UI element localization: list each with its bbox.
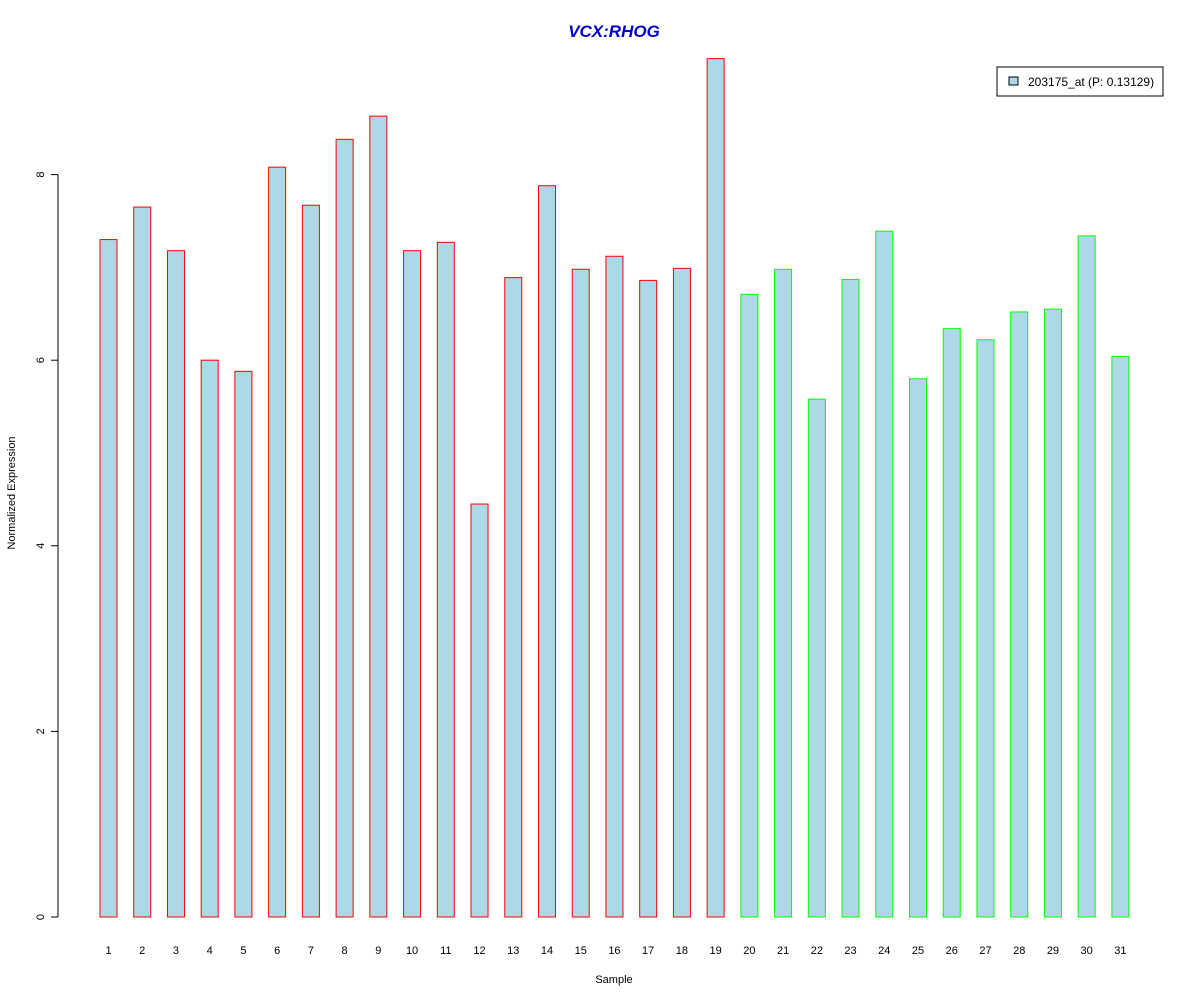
x-tick-label: 11 [440, 945, 451, 957]
bar [1077, 235, 1096, 918]
x-tick-label: 21 [777, 945, 789, 957]
bar [99, 239, 118, 918]
x-tick-label: 7 [308, 945, 314, 957]
y-tick-label: 6 [35, 357, 47, 363]
x-tick-label: 5 [240, 945, 246, 957]
bar [335, 138, 354, 918]
bar [841, 278, 860, 918]
bar [672, 267, 691, 918]
bar [436, 241, 455, 918]
bar [605, 255, 624, 918]
x-tick-label: 16 [608, 945, 620, 957]
bar [504, 277, 523, 918]
x-tick-label: 2 [139, 945, 145, 957]
x-tick-label: 18 [676, 945, 688, 957]
x-tick-label: 19 [710, 945, 722, 957]
x-tick-label: 23 [844, 945, 856, 957]
bar [807, 398, 826, 918]
bar [369, 115, 388, 918]
legend-box [996, 66, 1164, 97]
bar [268, 166, 287, 918]
bar [234, 370, 253, 918]
legend: 203175_at (P: 0.13129) [996, 66, 1164, 97]
bar [942, 328, 961, 918]
x-tick-label: 25 [912, 945, 924, 957]
bar [200, 359, 219, 918]
bar [740, 293, 759, 918]
x-axis-label: Sample [595, 974, 632, 986]
y-tick-label: 0 [35, 914, 47, 920]
x-tick-label: 24 [878, 945, 890, 957]
bar [470, 503, 489, 918]
x-tick-label: 17 [642, 945, 654, 957]
x-tick-label: 10 [406, 945, 418, 957]
x-tick-label: 31 [1114, 945, 1126, 957]
bar [133, 206, 152, 918]
bar [1043, 308, 1062, 918]
y-tick-label: 4 [35, 543, 47, 549]
bar [571, 268, 590, 918]
y-axis-label: Normalized Expression [6, 436, 18, 549]
bar [1111, 355, 1130, 918]
bar [639, 279, 658, 918]
bar [774, 268, 793, 918]
x-tick-label: 30 [1081, 945, 1093, 957]
bars-group [99, 58, 1130, 918]
bar [166, 250, 185, 918]
legend-label: 203175_at (P: 0.13129) [1028, 75, 1154, 89]
x-tick-label: 15 [575, 945, 587, 957]
bar [875, 230, 894, 918]
legend-swatch [1008, 76, 1019, 86]
x-tick-label: 29 [1047, 945, 1059, 957]
x-tick-label: 4 [207, 945, 213, 957]
x-tick-label: 1 [105, 945, 111, 957]
bar [976, 339, 995, 918]
x-tick-label: 26 [946, 945, 958, 957]
x-tick-label: 14 [541, 945, 553, 957]
x-tick-label: 8 [342, 945, 348, 957]
x-tick-label: 12 [473, 945, 485, 957]
x-tick-label: 28 [1013, 945, 1025, 957]
bar [909, 378, 928, 918]
y-tick-label: 8 [35, 172, 47, 178]
y-tick-label: 2 [35, 728, 47, 734]
x-tick-label: 9 [375, 945, 381, 957]
x-tick-label: 27 [979, 945, 991, 957]
x-tick-label: 20 [743, 945, 755, 957]
x-tick-label: 13 [507, 945, 519, 957]
x-tick-label: 22 [811, 945, 823, 957]
bar [706, 58, 725, 918]
bar [403, 250, 422, 918]
bar [1010, 311, 1029, 918]
x-tick-label: 3 [173, 945, 179, 957]
y-axis: 0 2 4 6 8 [35, 172, 59, 920]
bar [537, 185, 556, 918]
bar [301, 204, 320, 918]
x-tick-labels: 1 2 3 4 5 6 7 8 9 10 11 12 13 14 15 16 17 18 19 20 21 22 23 24 2… [105, 945, 1126, 957]
chart-title: VCX:RHOG [568, 22, 660, 41]
x-tick-label: 6 [274, 945, 280, 957]
